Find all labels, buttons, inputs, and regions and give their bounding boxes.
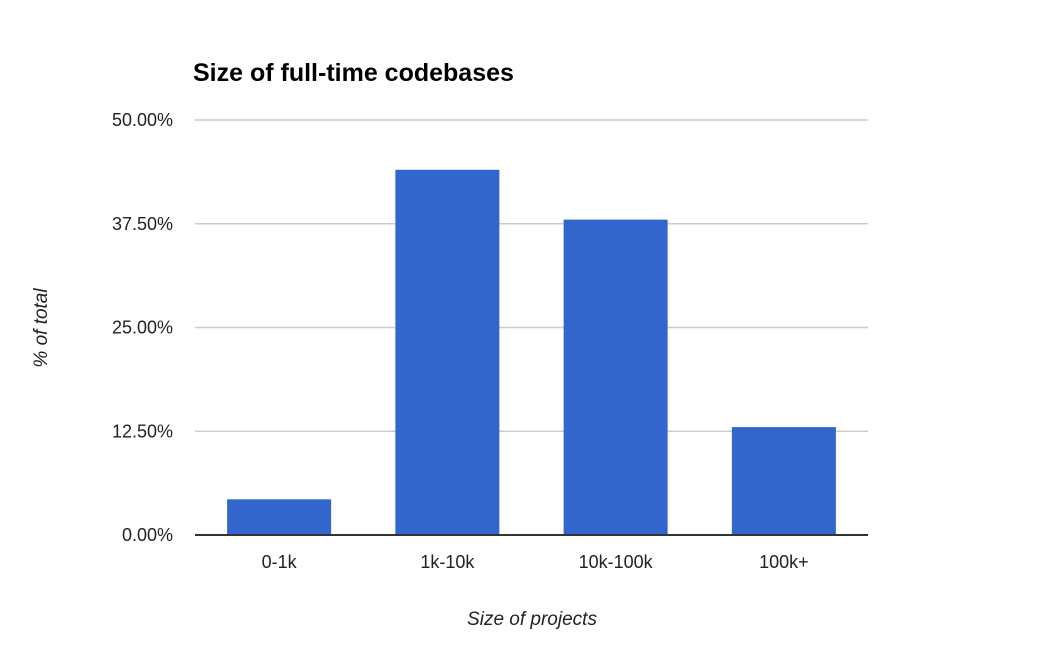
chart-title: Size of full-time codebases: [193, 59, 514, 87]
bar-0-1k: [227, 499, 332, 535]
gridlines: [195, 119, 868, 432]
y-tick-label: 37.50%: [112, 214, 173, 234]
y-tick-label: 0.00%: [122, 525, 173, 545]
bar-10k-100k: [563, 219, 668, 535]
x-tick-label: 0-1k: [262, 552, 298, 572]
y-tick-label: 12.50%: [112, 421, 173, 441]
x-tick-label: 1k-10k: [420, 552, 475, 572]
x-axis-title: Size of projects: [467, 609, 597, 630]
bar-1k-10k: [395, 169, 500, 536]
y-tick-label: 50.00%: [112, 110, 173, 130]
x-tick-label: 10k-100k: [579, 552, 654, 572]
y-tick-label: 25.00%: [112, 318, 173, 338]
y-axis-ticks: 0.00% 12.50% 25.00% 37.50% 50.00%: [112, 110, 173, 545]
x-axis-ticks: 0-1k 1k-10k 10k-100k 100k+: [262, 552, 809, 572]
bars: [227, 169, 836, 536]
y-axis-title: % of total: [31, 288, 52, 368]
x-tick-label: 100k+: [759, 552, 809, 572]
bar-100k+: [731, 427, 836, 535]
